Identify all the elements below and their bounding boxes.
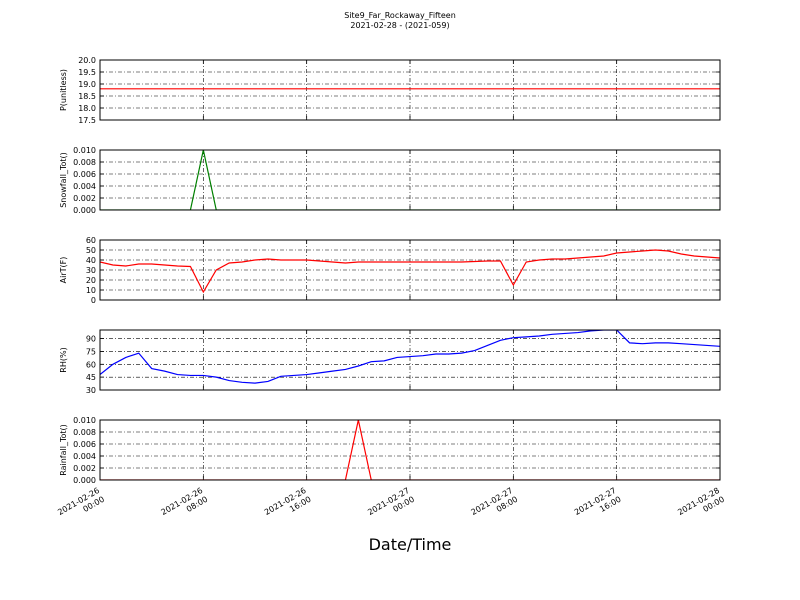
plot-frame bbox=[99, 419, 721, 481]
y-axis-label: RH(%) bbox=[59, 347, 68, 372]
x-axis-label: Date/Time bbox=[369, 535, 452, 554]
y-tick-label: 30 bbox=[86, 386, 96, 395]
y-tick-label: 0.004 bbox=[73, 452, 96, 461]
plot-frame bbox=[99, 59, 721, 121]
y-axis-label: AirT(F) bbox=[59, 257, 68, 284]
y-tick-label: 0.010 bbox=[73, 416, 96, 425]
y-axis-label: Snowfall_Tot() bbox=[59, 152, 68, 208]
y-tick-label: 0.008 bbox=[73, 428, 96, 437]
y-tick-label: 30 bbox=[86, 266, 96, 275]
y-tick-label: 0 bbox=[91, 296, 96, 305]
y-tick-label: 20.0 bbox=[78, 56, 96, 65]
y-tick-label: 18.5 bbox=[78, 92, 96, 101]
data-line bbox=[100, 330, 720, 384]
y-tick-label: 40 bbox=[86, 256, 96, 265]
y-tick-label: 75 bbox=[86, 347, 96, 356]
y-tick-label: 0.002 bbox=[73, 194, 96, 203]
y-tick-label: 0.006 bbox=[73, 440, 96, 449]
y-tick-label: 60 bbox=[86, 360, 96, 369]
y-tick-label: 45 bbox=[86, 373, 96, 382]
y-tick-label: 0.004 bbox=[73, 182, 96, 191]
y-tick-label: 20 bbox=[86, 276, 96, 285]
y-tick-label: 90 bbox=[86, 335, 96, 344]
y-tick-label: 0.006 bbox=[73, 170, 96, 179]
chart-subtitle: 2021-02-28 - (2021-059) bbox=[350, 21, 449, 30]
y-tick-label: 0.008 bbox=[73, 158, 96, 167]
y-tick-label: 0.000 bbox=[73, 206, 96, 215]
plot-frame bbox=[99, 329, 721, 391]
y-tick-label: 17.5 bbox=[78, 116, 96, 125]
y-tick-label: 0.002 bbox=[73, 464, 96, 473]
y-tick-label: 18.0 bbox=[78, 104, 96, 113]
chart-title: Site9_Far_Rockaway_Fifteen bbox=[344, 11, 456, 20]
plot-frame bbox=[99, 149, 721, 211]
y-axis-label: P(unitless) bbox=[59, 69, 68, 111]
y-axis-label: Rainfall_Tot() bbox=[59, 424, 68, 476]
y-tick-label: 19.0 bbox=[78, 80, 96, 89]
y-tick-label: 0.010 bbox=[73, 146, 96, 155]
y-tick-label: 0.000 bbox=[73, 476, 96, 485]
y-tick-label: 50 bbox=[86, 246, 96, 255]
plot-frame bbox=[99, 239, 721, 301]
data-line bbox=[100, 249, 720, 294]
y-tick-label: 10 bbox=[86, 286, 96, 295]
y-tick-label: 19.5 bbox=[78, 68, 96, 77]
y-tick-label: 60 bbox=[86, 236, 96, 245]
